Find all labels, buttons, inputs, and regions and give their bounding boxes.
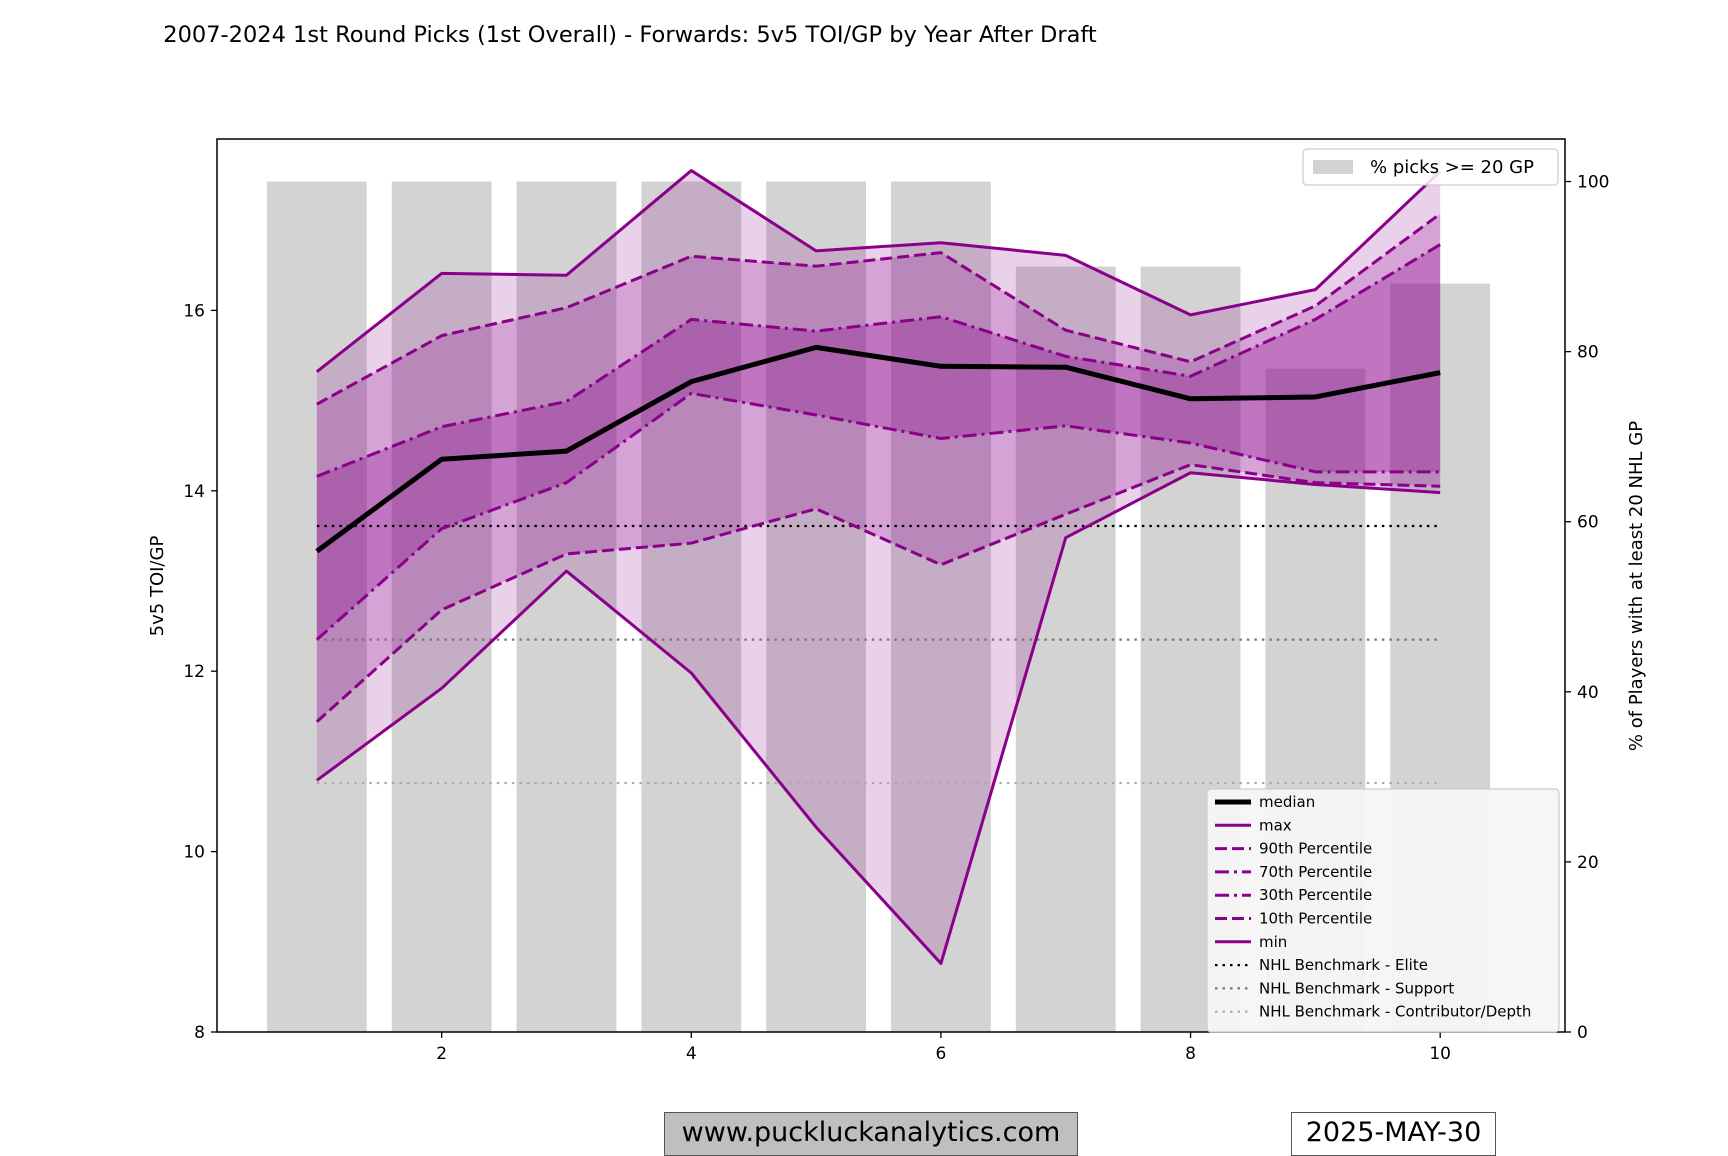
y-tick-label: 16	[183, 301, 205, 321]
x-tick-label: 10	[1429, 1044, 1451, 1064]
y2-tick-label: 0	[1577, 1023, 1588, 1043]
x-tick-label: 6	[936, 1044, 947, 1064]
bar-pct-picks	[266, 181, 367, 1032]
legend-bars: % picks >= 20 GP	[1302, 148, 1559, 186]
plot-frame	[216, 138, 1566, 1033]
band-10th-percentile-to-90th-percentile	[316, 213, 1441, 722]
y-tick-label: 8	[194, 1023, 205, 1043]
y2-axis-label: % of Players with at least 20 NHL GP	[1626, 421, 1647, 751]
legend-label-median: median	[1259, 793, 1315, 811]
legend-label-min: min	[1259, 933, 1287, 951]
band-min-to-max	[316, 170, 1441, 964]
y2-tick-label: 100	[1577, 173, 1609, 193]
bar-pct-picks	[766, 181, 867, 1032]
legend-label-bars: % picks >= 20 GP	[1370, 157, 1534, 178]
legend-swatch-bars	[1313, 160, 1353, 174]
legend-lines-frame	[1206, 788, 1560, 1033]
legend-bars-frame	[1302, 148, 1559, 186]
y2-tick-label: 40	[1577, 683, 1599, 703]
legend-label-70th-percentile: 70th Percentile	[1259, 863, 1372, 881]
y-tick-label: 14	[183, 482, 205, 502]
band-30th-percentile-to-70th-percentile	[316, 244, 1441, 640]
legend-label-10th-percentile: 10th Percentile	[1259, 910, 1372, 928]
x-tick-label: 2	[436, 1044, 447, 1064]
legend-label-nhl-benchmark-elite: NHL Benchmark - Elite	[1259, 956, 1428, 974]
legend-label-30th-percentile: 30th Percentile	[1259, 886, 1372, 904]
date-label: 2025-MAY-30	[1291, 1112, 1496, 1156]
y2-tick-label: 60	[1577, 513, 1599, 533]
series-line-70th-percentile	[316, 243, 1441, 478]
legend-label-nhl-benchmark-support: NHL Benchmark - Support	[1259, 979, 1454, 997]
y2-tick-label: 80	[1577, 343, 1599, 363]
y-tick-label: 12	[183, 662, 205, 682]
series-line-max	[315, 169, 1442, 373]
bar-pct-picks	[516, 181, 617, 1032]
series-line-median	[315, 344, 1441, 554]
x-tick-label: 4	[686, 1044, 697, 1064]
series-line-min	[315, 471, 1441, 965]
legend-label-max: max	[1259, 816, 1292, 834]
chart-title: 2007-2024 1st Round Picks (1st Overall) …	[163, 22, 1097, 48]
bar-pct-picks	[391, 181, 492, 1032]
x-tick-label: 8	[1185, 1044, 1196, 1064]
y-tick-label: 10	[183, 843, 205, 863]
legend-label-nhl-benchmark-contributor-depth: NHL Benchmark - Contributor/Depth	[1259, 1003, 1531, 1021]
series-line-10th-percentile	[315, 463, 1441, 723]
website-label: www.puckluckanalytics.com	[664, 1112, 1078, 1156]
y-axis-label: 5v5 TOI/GP	[147, 536, 168, 637]
series-line-90th-percentile	[316, 212, 1442, 406]
bar-pct-picks	[891, 181, 991, 1032]
legend-lines: median max 90th Percentile 70th Percentile 3…	[1206, 788, 1560, 1033]
legend-label-90th-percentile: 90th Percentile	[1259, 840, 1372, 858]
y2-tick-label: 20	[1577, 853, 1599, 873]
